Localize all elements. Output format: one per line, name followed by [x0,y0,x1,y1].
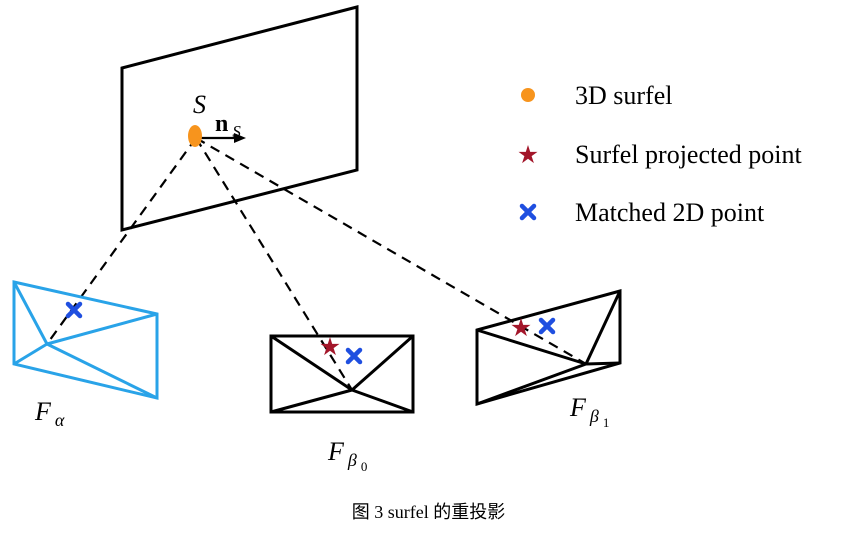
surfel-plane [120,5,359,232]
frame-alpha-border [12,280,159,400]
frame-alpha-label: F α [34,397,65,430]
legend-cross-icon [519,203,537,221]
cross-marker-beta1 [538,317,556,335]
surfel-label: S [193,90,206,119]
cross-marker-alpha [65,301,83,319]
legend: 3D surfel Surfel projected point Matched… [518,81,802,227]
normal-symbol: n [215,111,228,137]
star-marker-beta1 [511,318,531,337]
frame-alpha [12,280,159,400]
surfel-reprojection-diagram: S n S F α F [12,5,802,474]
frame-beta0-label: F β 0 [327,437,367,474]
projection-rays [46,137,587,391]
normal-label: n S [215,111,241,141]
star-marker-beta0 [320,337,340,356]
frame-beta0 [269,334,415,414]
normal-arrowhead [234,133,246,143]
normal-subscript: S [232,122,241,141]
cross-marker-beta0 [345,347,363,365]
frame-beta0-border [269,334,415,414]
frame-beta1-label: F β 1 [569,393,609,430]
legend-label-surfel: 3D surfel [575,81,672,110]
legend-dot-icon [521,88,535,102]
frame-beta1 [475,289,622,406]
surfel-dot [188,125,202,147]
frame-beta1-border [475,289,622,406]
ray-to-frame-beta0 [195,137,353,391]
normal-vector [196,133,246,143]
figure-caption: 图 3 surfel 的重投影 [351,502,506,522]
ray-to-frame-beta1 [195,137,587,365]
legend-star-icon [518,145,538,164]
legend-label-projected: Surfel projected point [575,140,802,169]
legend-label-matched: Matched 2D point [575,198,765,227]
